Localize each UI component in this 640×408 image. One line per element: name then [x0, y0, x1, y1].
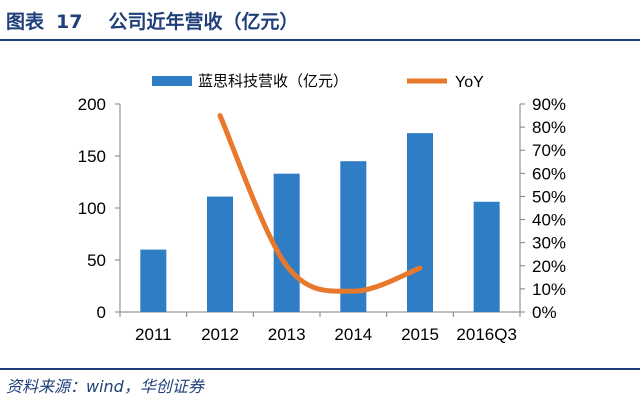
right-tick-label: 90%	[532, 95, 566, 114]
bar-series	[140, 133, 500, 312]
right-tick-label: 0%	[532, 303, 557, 322]
x-tick-label: 2016Q3	[456, 325, 517, 344]
left-tick-label: 50	[87, 251, 106, 270]
x-tick-label: 2013	[268, 325, 306, 344]
figure-title-text: 公司近年营收（亿元）	[108, 11, 299, 33]
right-tick-label: 80%	[532, 118, 566, 137]
right-tick-label: 30%	[532, 234, 566, 253]
bar-2015	[407, 133, 433, 312]
chart-legend: 蓝思科技营收（亿元） YoY	[152, 73, 484, 91]
right-tick-label: 50%	[532, 187, 566, 206]
left-tick-label: 0	[97, 303, 106, 322]
left-tick-label: 150	[78, 147, 106, 166]
legend-line-label: YoY	[455, 74, 484, 91]
source-rule	[0, 368, 640, 370]
bar-2014	[340, 161, 367, 312]
left-tick-label: 200	[78, 95, 106, 114]
right-tick-label: 70%	[532, 141, 566, 160]
tick-labels: 0 50 100 150 200 0% 10% 20% 30% 40% 50% 60% 70% 80% 90…	[78, 95, 566, 344]
yoy-line-series	[217, 113, 423, 294]
figure-number: 17	[56, 11, 83, 33]
figure-label: 图表	[6, 11, 45, 33]
chart-axes	[115, 103, 525, 317]
title-rule	[0, 39, 640, 41]
figure-title: 图表 17 公司近年营收（亿元）	[6, 10, 298, 34]
legend-bar-label: 蓝思科技营收（亿元）	[198, 73, 348, 90]
source-note: 资料来源：wind，华创证券	[6, 377, 204, 396]
bar-2011	[140, 249, 167, 312]
legend-bar-swatch	[152, 76, 192, 86]
right-tick-label: 20%	[532, 257, 566, 276]
right-tick-label: 40%	[532, 211, 566, 230]
bar-2012	[207, 196, 233, 312]
yoy-line	[217, 113, 423, 294]
right-tick-label: 60%	[532, 164, 566, 183]
bar-2013	[273, 173, 300, 312]
revenue-chart: 0 50 100 150 200 0% 10% 20% 30% 40% 50% 60% 70% 80% 90…	[78, 73, 566, 344]
left-tick-label: 100	[78, 199, 106, 218]
bar-2016Q3	[473, 201, 500, 312]
x-tick-label: 2012	[201, 325, 239, 344]
x-tick-label: 2014	[334, 325, 372, 344]
x-tick-label: 2011	[135, 325, 172, 344]
x-tick-label: 2015	[401, 325, 439, 344]
right-tick-label: 10%	[532, 280, 566, 299]
